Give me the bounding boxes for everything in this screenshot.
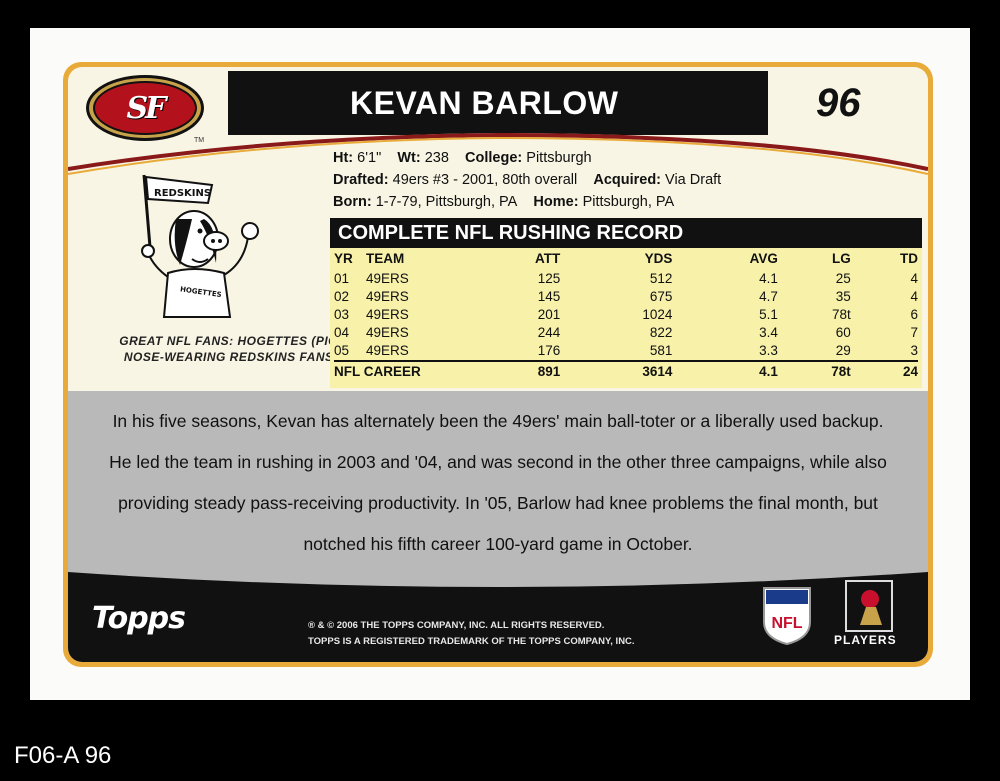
trading-card-back: SF TM KEVAN BARLOW 96 REDSKINS HOGETTES: [63, 62, 933, 667]
table-row: 05 49ERS 176 581 3.3 29 3: [334, 343, 918, 358]
table-row: 04 49ERS 244 822 3.4 60 7: [334, 325, 918, 340]
topps-logo: Topps: [92, 601, 186, 636]
bio-text: In his five seasons, Kevan has alternate…: [109, 411, 887, 554]
cartoon-caption: GREAT NFL FANS: HOGETTES (PIG NOSE-WEARI…: [119, 334, 338, 364]
flag-text: REDSKINS: [154, 188, 211, 199]
player-info: Ht: 6'1" Wt: 238 College: Pittsburgh Dra…: [333, 147, 913, 213]
home-value: Pittsburgh, PA: [582, 194, 675, 210]
rushing-record-table: YR TEAM ATT YDS AVG LG TD 01 49ERS 125 512…: [330, 248, 922, 388]
card-number: 96: [768, 71, 928, 135]
acquired-value: Via Draft: [665, 172, 722, 188]
col-yds: YDS: [644, 251, 673, 266]
born-value: 1-7-79, Pittsburgh, PA: [375, 194, 518, 210]
table-header-row: YR TEAM ATT YDS AVG LG TD: [334, 248, 918, 270]
col-att: ATT: [535, 251, 561, 266]
col-td: TD: [900, 251, 918, 266]
team-logo-text: SF: [126, 90, 167, 126]
table-row: 02 49ERS 145 675 4.7 35 4: [334, 289, 918, 304]
footer-band: [68, 572, 928, 662]
height-value: 6'1": [357, 150, 382, 166]
team-logo: SF: [86, 75, 204, 141]
drafted-value: 49ers #3 - 2001, 80th overall: [392, 172, 578, 188]
table-row: 03 49ERS 201 1024 5.1 78t 6: [334, 307, 918, 322]
nfl-logo-text: NFL: [771, 615, 802, 632]
scan-code-label: F06-A 96: [14, 742, 112, 769]
col-team: TEAM: [366, 251, 405, 266]
trademark-mark: TM: [194, 137, 205, 144]
college-value: Pittsburgh: [526, 150, 592, 166]
col-avg: AVG: [749, 251, 778, 266]
table-row: 01 49ERS 125 512 4.1 25 4: [334, 271, 918, 286]
player-name: KEVAN BARLOW: [228, 71, 768, 135]
weight-value: 238: [424, 150, 449, 166]
hogette-fan-cartoon: REDSKINS HOGETTES: [141, 174, 259, 318]
players-association-icon: [845, 580, 893, 632]
record-title: COMPLETE NFL RUSHING RECORD: [330, 218, 922, 248]
info-line-3: Born: 1-7-79, Pittsburgh, PA Home: Pitts…: [333, 194, 675, 210]
info-line-2: Drafted: 49ers #3 - 2001, 80th overall A…: [333, 172, 722, 188]
career-total-row: NFL CAREER 891 3614 4.1 78t 24: [334, 360, 918, 382]
legal-text: ® & © 2006 THE TOPPS COMPANY, INC. ALL R…: [308, 620, 635, 647]
col-yr: YR: [334, 251, 353, 266]
info-line-1: Ht: 6'1" Wt: 238 College: Pittsburgh: [333, 150, 592, 166]
players-text: PLAYERS: [834, 633, 897, 647]
bio-section: In his five seasons, Kevan has alternate…: [68, 391, 928, 589]
card-inner: SF TM KEVAN BARLOW 96 REDSKINS HOGETTES: [68, 67, 928, 662]
header-swoosh: [68, 132, 928, 175]
nfl-shield-icon: NFL: [763, 587, 811, 646]
col-lg: LG: [832, 251, 851, 266]
